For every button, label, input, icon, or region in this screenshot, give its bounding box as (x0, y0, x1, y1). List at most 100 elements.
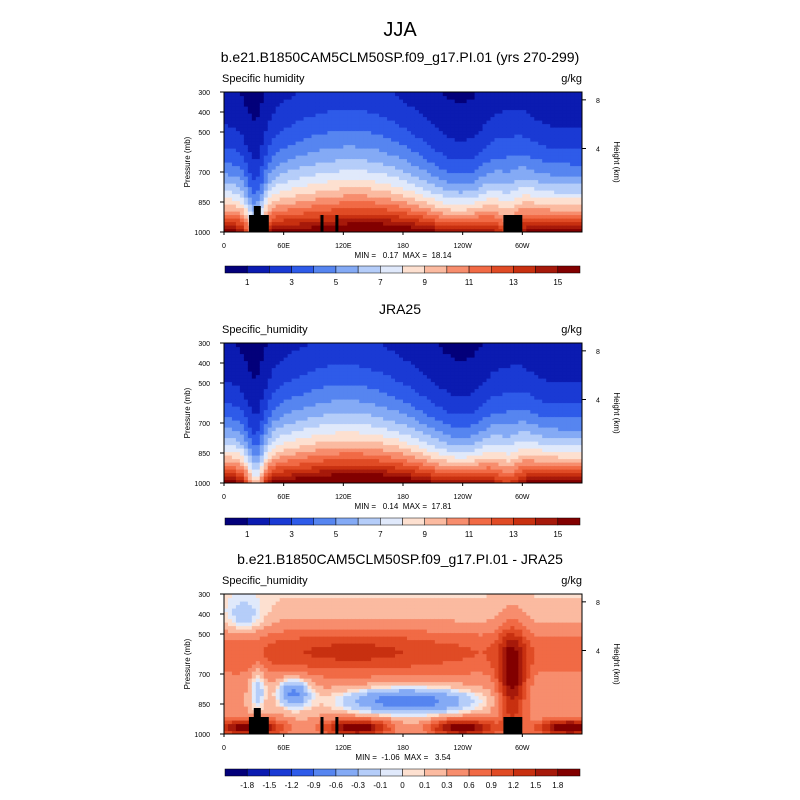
heatmap-cell (410, 113, 416, 118)
heatmap-cell (291, 137, 297, 142)
heatmap-cell (410, 214, 416, 219)
heatmap-cell (546, 109, 551, 114)
heatmap-cell (267, 444, 273, 449)
heatmap-cell (255, 476, 261, 481)
heatmap-cell (339, 102, 344, 107)
heatmap-cell (331, 165, 336, 170)
heatmap-cell (231, 360, 237, 365)
heatmap-cell (542, 186, 547, 191)
heatmap-cell (307, 441, 313, 446)
heatmap-cell (235, 130, 241, 135)
heatmap-cell (343, 374, 348, 379)
heatmap-cell (251, 193, 257, 198)
heatmap-cell (295, 437, 301, 442)
heatmap-cell (347, 200, 352, 205)
heatmap-cell (303, 99, 309, 104)
heatmap-cell (311, 204, 317, 209)
heatmap-cell (562, 204, 567, 209)
heatmap-cell (323, 109, 329, 114)
heatmap-cell (466, 141, 472, 146)
heatmap-cell (462, 144, 468, 149)
heatmap-cell (263, 109, 269, 114)
heatmap-cell (550, 109, 555, 114)
heatmap-cell (343, 430, 348, 435)
heatmap-cell (275, 120, 281, 125)
heatmap-cell (247, 437, 253, 442)
heatmap-cell (363, 162, 368, 167)
heatmap-cell (224, 455, 229, 460)
heatmap-cell (367, 123, 372, 128)
heatmap-cell (319, 127, 325, 132)
heatmap-cell (231, 207, 237, 212)
heatmap-cell (574, 130, 579, 135)
heatmap-cell (355, 179, 360, 184)
heatmap-cell (562, 123, 567, 128)
heatmap-cell (347, 218, 352, 223)
heatmap-cell (454, 207, 460, 212)
heatmap-cell (235, 385, 241, 390)
heatmap-cell (379, 176, 384, 181)
heatmap-cell (271, 218, 277, 223)
heatmap-cell (283, 364, 289, 369)
heatmap-cell (227, 172, 233, 177)
heatmap-cell (399, 183, 404, 188)
heatmap-cell (486, 183, 492, 188)
heatmap-cell (347, 190, 352, 195)
y-tick-label: 850 (198, 200, 210, 207)
heatmap-cell (470, 207, 476, 212)
heatmap-cell (494, 169, 500, 174)
heatmap-cell (291, 357, 297, 362)
heatmap-cell (367, 172, 372, 177)
heatmap-cell (259, 176, 265, 181)
heatmap-cell (224, 155, 229, 160)
heatmap-cell (522, 109, 527, 114)
heatmap-cell (231, 186, 237, 191)
heatmap-cell (466, 162, 472, 167)
heatmap-cell (243, 441, 249, 446)
heatmap-cell (327, 218, 332, 223)
heatmap-cell (235, 176, 241, 181)
heatmap-cell (430, 130, 436, 135)
heatmap-cell (562, 169, 567, 174)
heatmap-cell (315, 451, 321, 456)
heatmap-cell (406, 207, 412, 212)
heatmap-cell (395, 155, 400, 160)
heatmap-cell (526, 158, 531, 163)
heatmap-cell (271, 462, 277, 467)
heatmap-cell (331, 385, 336, 390)
heatmap-cell (243, 193, 249, 198)
heatmap-cell (295, 137, 301, 142)
heatmap-cell (295, 448, 301, 453)
heatmap-cell (395, 162, 400, 167)
heatmap-cell (263, 409, 269, 414)
heatmap-cell (243, 102, 249, 107)
heatmap-cell (566, 99, 571, 104)
heatmap-cell (450, 176, 456, 181)
heatmap-cell (307, 392, 313, 397)
heatmap-cell (291, 451, 297, 456)
heatmap-cell (355, 120, 360, 125)
heatmap-cell (562, 193, 567, 198)
heatmap-cell (319, 469, 325, 474)
heatmap-cell (315, 465, 321, 470)
heatmap-cell (271, 134, 277, 139)
heatmap-cell (291, 214, 297, 219)
heatmap-cell (363, 200, 368, 205)
heatmap-cell (426, 179, 432, 184)
heatmap-cell (295, 190, 301, 195)
heatmap-cell (367, 102, 372, 107)
heatmap-cell (554, 141, 559, 146)
heatmap-cell (542, 204, 547, 209)
heatmap-cell (311, 92, 317, 97)
heatmap-cell (430, 169, 436, 174)
heatmap-cell (538, 218, 543, 223)
heatmap-cell (387, 99, 392, 104)
heatmap-cell (566, 162, 571, 167)
heatmap-cell (311, 193, 317, 198)
heatmap-cell (295, 151, 301, 156)
heatmap-cell (570, 176, 575, 181)
heatmap-cell (279, 141, 285, 146)
heatmap-cell (287, 357, 293, 362)
heatmap-cell (279, 392, 285, 397)
heatmap-cell (510, 123, 515, 128)
